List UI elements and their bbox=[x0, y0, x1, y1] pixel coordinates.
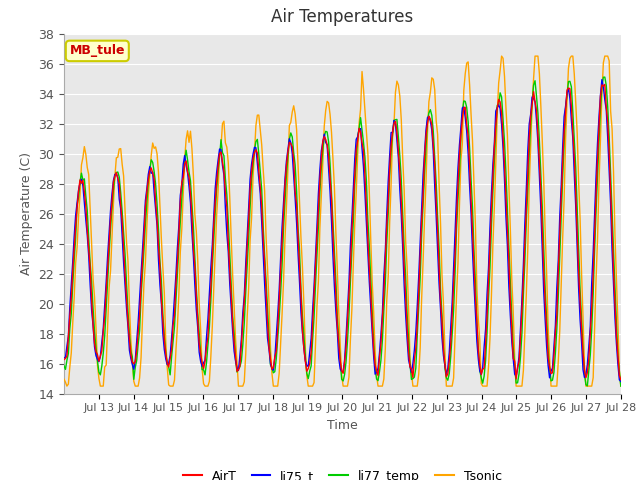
X-axis label: Time: Time bbox=[327, 419, 358, 432]
Y-axis label: Air Temperature (C): Air Temperature (C) bbox=[20, 152, 33, 275]
Text: MB_tule: MB_tule bbox=[70, 44, 125, 58]
Title: Air Temperatures: Air Temperatures bbox=[271, 9, 413, 26]
Legend: AirT, li75_t, li77_temp, Tsonic: AirT, li75_t, li77_temp, Tsonic bbox=[178, 465, 507, 480]
